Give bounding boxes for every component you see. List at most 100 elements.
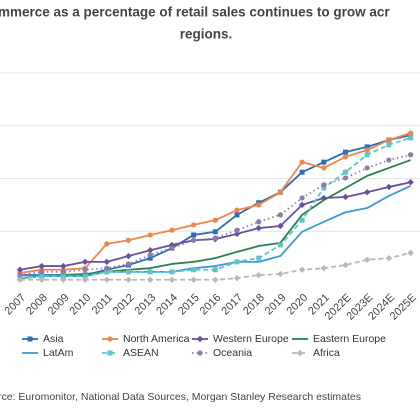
x-tick-label: 2016 bbox=[198, 292, 224, 318]
point bbox=[299, 169, 305, 175]
x-tick-label: 2018 bbox=[241, 292, 267, 318]
point bbox=[299, 217, 305, 223]
point bbox=[256, 255, 262, 261]
legend-label: ASEAN bbox=[123, 347, 159, 359]
source-note: rce: Euromonitor, National Data Sources,… bbox=[0, 391, 361, 403]
point bbox=[169, 227, 175, 233]
point bbox=[277, 222, 284, 230]
point bbox=[103, 276, 110, 283]
point bbox=[169, 269, 175, 275]
point bbox=[233, 230, 241, 238]
point bbox=[81, 276, 89, 283]
point bbox=[408, 135, 414, 141]
x-tick-label: 2010 bbox=[67, 292, 93, 318]
point bbox=[147, 232, 153, 238]
x-tick-label: 2011 bbox=[90, 292, 115, 317]
x-tick-label: 2017 bbox=[219, 292, 245, 318]
point bbox=[191, 237, 197, 243]
point bbox=[190, 276, 197, 283]
point bbox=[104, 265, 110, 271]
point bbox=[364, 189, 371, 196]
point bbox=[212, 267, 218, 273]
x-tick-label: 2015 bbox=[176, 292, 202, 318]
series-line bbox=[19, 137, 411, 280]
legend-label: Eastern Europe bbox=[313, 333, 386, 345]
point bbox=[103, 258, 110, 266]
chart-title: mmerce as a percentage of retail sales c… bbox=[0, 5, 390, 20]
series-line bbox=[19, 132, 411, 274]
point bbox=[343, 169, 348, 175]
legend-marker bbox=[197, 350, 203, 356]
point bbox=[234, 259, 240, 265]
x-tick-label: 2020 bbox=[284, 292, 310, 318]
point bbox=[256, 219, 262, 225]
point bbox=[298, 201, 306, 209]
point bbox=[104, 269, 110, 275]
point bbox=[104, 241, 110, 247]
point bbox=[386, 137, 392, 143]
legend-label: North America bbox=[123, 333, 190, 345]
point bbox=[126, 269, 131, 275]
point bbox=[234, 207, 240, 213]
point bbox=[364, 165, 370, 171]
point bbox=[125, 237, 132, 243]
legend-marker bbox=[107, 350, 113, 356]
legend-marker bbox=[196, 335, 204, 343]
series-line bbox=[20, 134, 411, 276]
point bbox=[277, 270, 284, 278]
point bbox=[321, 165, 327, 171]
point bbox=[321, 159, 327, 165]
point bbox=[147, 269, 153, 275]
point bbox=[408, 152, 414, 158]
point bbox=[212, 235, 218, 241]
x-tick-label: 2009 bbox=[46, 292, 72, 318]
legend-marker bbox=[296, 349, 304, 357]
point bbox=[233, 274, 241, 282]
point bbox=[255, 224, 262, 232]
point bbox=[16, 266, 24, 273]
point bbox=[277, 189, 283, 195]
point bbox=[321, 182, 327, 188]
point bbox=[386, 157, 392, 163]
x-tick-label: 2013 bbox=[133, 292, 159, 318]
x-tick-label: 2012 bbox=[111, 292, 137, 318]
point bbox=[277, 212, 283, 218]
point bbox=[168, 276, 176, 283]
point bbox=[299, 159, 305, 165]
point bbox=[147, 255, 153, 261]
point bbox=[256, 202, 262, 208]
point bbox=[407, 249, 414, 257]
point bbox=[147, 247, 154, 254]
point bbox=[407, 178, 414, 186]
point bbox=[169, 245, 175, 251]
point bbox=[298, 266, 306, 273]
legend-marker bbox=[107, 336, 113, 342]
point bbox=[320, 264, 327, 272]
point bbox=[385, 183, 393, 191]
point bbox=[342, 154, 349, 160]
point bbox=[255, 271, 262, 279]
point bbox=[82, 267, 88, 273]
point bbox=[364, 144, 370, 150]
point bbox=[342, 175, 349, 181]
point bbox=[60, 276, 67, 283]
point bbox=[191, 222, 197, 228]
point bbox=[147, 252, 153, 258]
x-tick-label: 2008 bbox=[24, 292, 50, 318]
point bbox=[39, 273, 45, 279]
point bbox=[277, 242, 283, 248]
point bbox=[234, 227, 240, 233]
point bbox=[212, 217, 218, 223]
legend-label: LatAm bbox=[43, 347, 74, 359]
point bbox=[212, 229, 218, 235]
legend-label: Asia bbox=[43, 333, 64, 345]
point bbox=[125, 276, 132, 283]
point bbox=[321, 185, 327, 191]
x-tick-label: 2007 bbox=[2, 292, 28, 318]
point bbox=[191, 267, 197, 273]
x-tick-label: 2014 bbox=[154, 292, 180, 318]
legend-label: Africa bbox=[313, 347, 340, 359]
point bbox=[147, 276, 154, 283]
point bbox=[364, 256, 371, 263]
point bbox=[408, 130, 414, 136]
